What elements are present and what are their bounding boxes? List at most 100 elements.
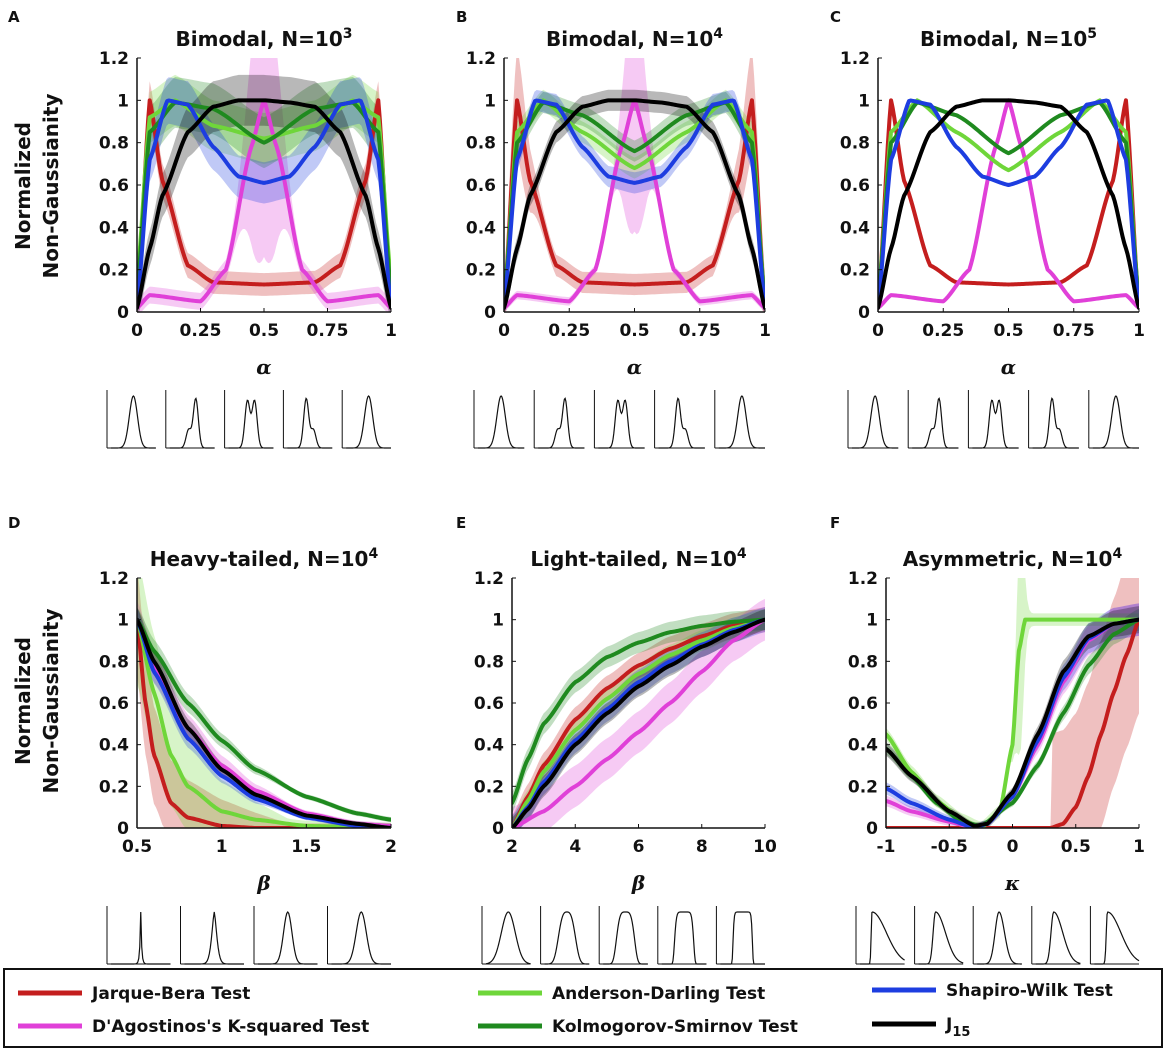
y-tick-label: 1 [492, 611, 504, 631]
panel-letter: D [8, 514, 20, 532]
x-tick-label: 8 [696, 837, 708, 857]
x-tick-label: 0.25 [548, 321, 590, 341]
distribution-thumbnail [657, 906, 707, 965]
panel-title-exponent: 4 [737, 546, 747, 562]
series-line-j15 [878, 98, 1139, 310]
distribution-thumbnail [1089, 906, 1140, 965]
legend-label: J15 [945, 1015, 970, 1040]
panel-letter: F [830, 514, 840, 532]
series-line-jb [878, 98, 1139, 310]
distribution-thumbnail [481, 906, 531, 965]
series-line-j15 [504, 98, 765, 310]
panel-title: Bimodal, N=104 [546, 26, 723, 51]
x-tick-label: 1 [385, 321, 397, 341]
y-tick-label: 1 [484, 91, 496, 111]
series-line-sw [878, 98, 1139, 308]
y-tick-label: 0 [117, 819, 129, 839]
legend-entry-jb: Jarque-Bera Test [18, 984, 250, 1004]
distribution-thumbnail [714, 390, 765, 449]
y-tick-label: 0.8 [466, 134, 496, 154]
legend-entry-ad: Anderson-Darling Test [478, 984, 765, 1004]
band-ks [886, 608, 1139, 828]
x-tick-label: 0.75 [679, 321, 721, 341]
y-axis-label-top: Normalized Non-Gaussianity [11, 93, 63, 278]
series-line-sw [504, 98, 765, 308]
y-tick-label: 0 [858, 303, 870, 323]
series-line-sw [137, 98, 391, 308]
y-tick-label: 0.4 [474, 736, 504, 756]
y-tick-label: 1 [117, 91, 129, 111]
series-line-dag [878, 98, 1139, 310]
legend-label: Kolmogorov-Smirnov Test [552, 1017, 798, 1037]
x-tick-label: 0.5 [619, 321, 649, 341]
y-tick-label: 0.4 [840, 218, 870, 238]
distribution-thumbnail [914, 906, 964, 965]
distribution-thumbnail [972, 906, 1022, 965]
y-tick-label: 0.4 [99, 736, 129, 756]
x-tick-label: 1 [1133, 321, 1145, 341]
band-dag [137, 58, 391, 312]
y-tick-label: 0.4 [848, 736, 878, 756]
x-tick-label: 10 [753, 837, 777, 857]
distribution-thumbnail [165, 390, 215, 449]
legend-label: Anderson-Darling Test [552, 984, 765, 1004]
distribution-thumbnail [106, 906, 171, 965]
band-dag [512, 598, 765, 828]
series-line-jb [886, 617, 1139, 828]
distribution-thumbnail [967, 390, 1019, 449]
panel-title-text: Light-tailed, N=10 [530, 547, 737, 571]
panel-title-exponent: 4 [1112, 546, 1122, 562]
panel-letter: B [456, 8, 467, 26]
legend-entry-j15: J15 [872, 1015, 970, 1040]
band-ks [137, 77, 391, 306]
distribution-thumbnail [598, 906, 648, 965]
plot-area [512, 598, 765, 828]
x-tick-label: 0.75 [1053, 321, 1095, 341]
panel-f: F Asymmetric, N=104 0 0.2 0.4 0.6 0.8 1 1.2 -1 -0.… [830, 514, 1145, 965]
y-tick-label: 1.2 [474, 569, 504, 589]
distribution-thumbnail [180, 906, 244, 965]
y-tick-label: 1 [866, 611, 878, 631]
distribution-thumbnail [1028, 390, 1079, 449]
series-line-jb [137, 98, 391, 310]
distribution-thumbnail [1031, 906, 1081, 965]
panel-title: Asymmetric, N=104 [903, 546, 1123, 571]
series-line-sw [137, 617, 391, 828]
distribution-thumbnail [907, 390, 959, 449]
series-line-jb [137, 617, 391, 828]
distribution-thumbnail [593, 390, 645, 449]
y-tick-label: 0.6 [466, 176, 496, 196]
series-line-ks [512, 617, 765, 805]
x-tick-label: 0 [498, 321, 510, 341]
panel-title: Heavy-tailed, N=104 [150, 546, 379, 571]
x-tick-label: 1 [759, 321, 771, 341]
x-tick-label: 1 [216, 837, 228, 857]
legend-label: Shapiro-Wilk Test [946, 981, 1113, 1001]
panel-title: Bimodal, N=105 [920, 26, 1097, 51]
x-tick-label: 0.5 [1061, 837, 1091, 857]
y-tick-label: 0.4 [99, 218, 129, 238]
distribution-thumbnail [855, 906, 905, 965]
y-tick-label: 1.2 [466, 49, 496, 69]
panel-d: D Heavy-tailed, N=104 0 0.2 0.4 0.6 0.8 1 1.2 0.5… [8, 514, 397, 965]
x-tick-label: 1.5 [291, 837, 321, 857]
band-ad [137, 74, 391, 296]
distribution-thumbnail [224, 390, 274, 449]
panel-title-text: Bimodal, N=10 [546, 27, 713, 51]
panel-b: B Bimodal, N=104 0 0.2 0.4 0.6 0.8 1 1.2 0 0.25 0.5… [456, 8, 771, 449]
panel-letter: C [830, 8, 841, 26]
legend-label: D'Agostinos's K-squared Test [92, 1017, 369, 1037]
x-tick-label: 1 [1133, 837, 1145, 857]
x-tick-label: 0 [131, 321, 143, 341]
panel-title-exponent: 3 [343, 26, 353, 42]
y-tick-label: 0.6 [99, 176, 129, 196]
y-tick-label: 0.2 [840, 261, 870, 281]
x-tick-label: 0.5 [122, 837, 152, 857]
y-tick-label: 0.2 [466, 261, 496, 281]
legend-label: Jarque-Bera Test [91, 984, 250, 1004]
y-tick-label: 0 [492, 819, 504, 839]
legend-entry-ks: Kolmogorov-Smirnov Test [478, 1017, 798, 1037]
distribution-thumbnail [253, 906, 318, 965]
x-axis-label: α [256, 355, 271, 379]
